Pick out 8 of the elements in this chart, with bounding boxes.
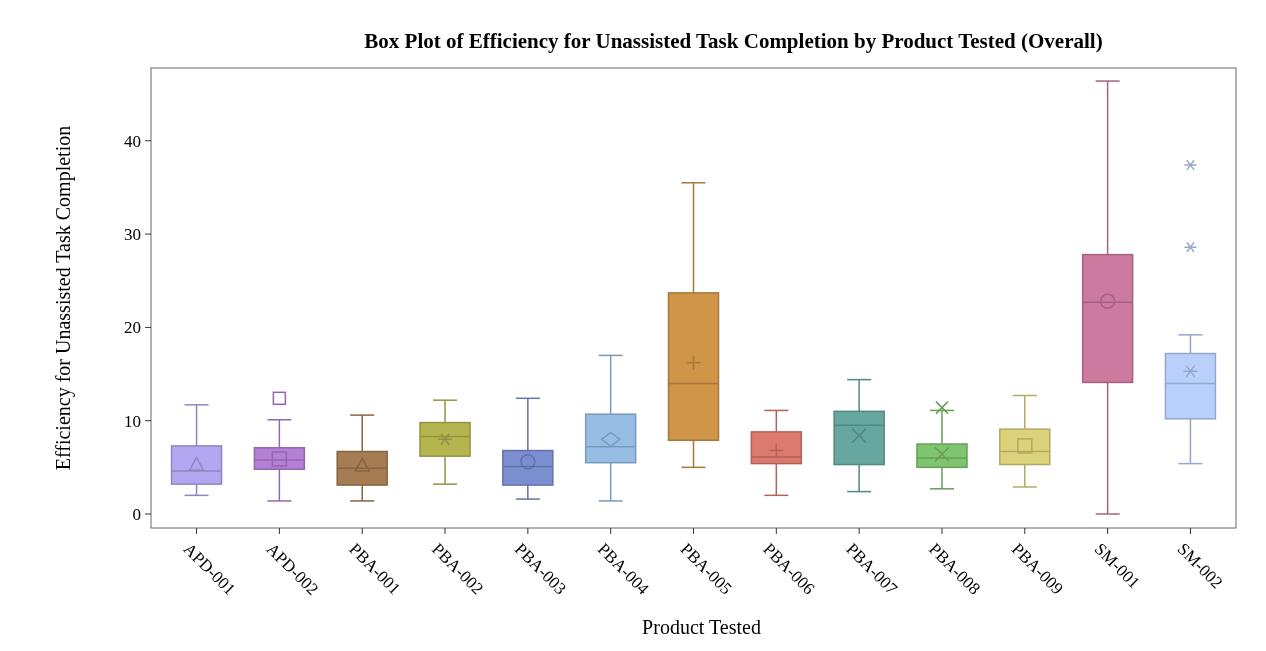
- y-tick-label: 40: [124, 131, 141, 151]
- x-axis-title: Product Tested: [642, 616, 761, 638]
- chart-title: Box Plot of Efficiency for Unassisted Task Completion by Product Tested (Overall): [364, 29, 1103, 53]
- y-axis-title: Efficiency for Unassisted Task Completion: [52, 125, 75, 471]
- y-tick-label: 20: [124, 318, 141, 338]
- y-tick-label: 0: [132, 504, 141, 524]
- y-tick-label: 10: [124, 411, 141, 431]
- y-tick-label: 30: [124, 225, 141, 245]
